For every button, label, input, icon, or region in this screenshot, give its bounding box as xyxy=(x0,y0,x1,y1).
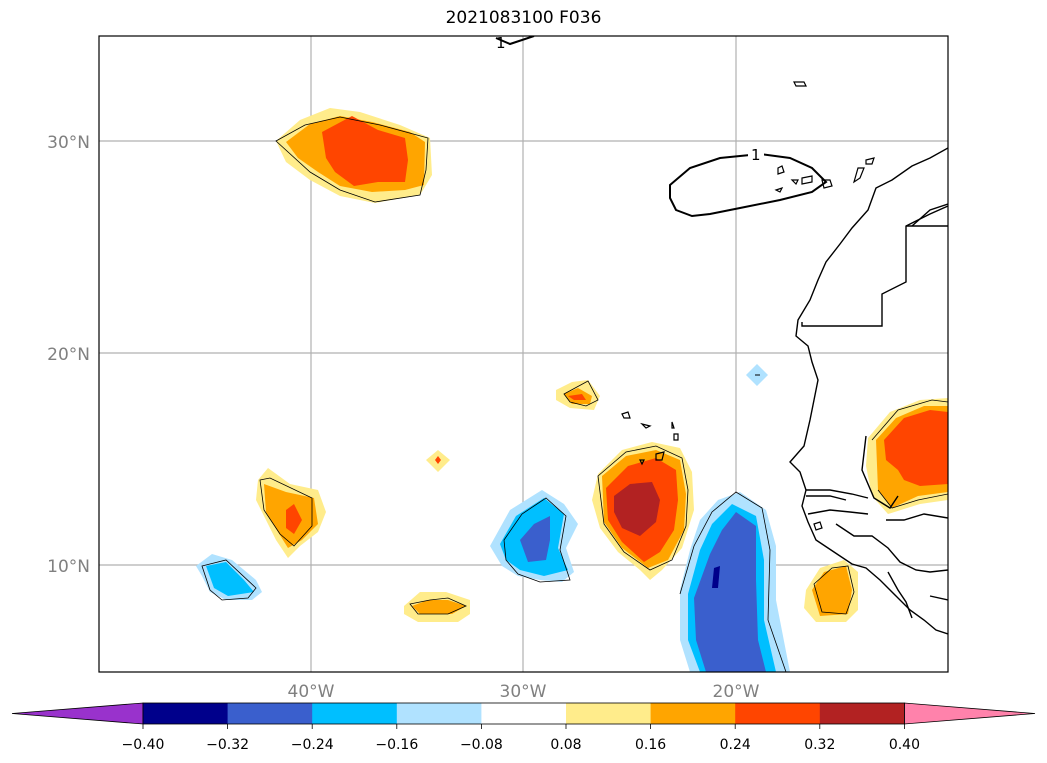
colorbar-tick-label: −0.16 xyxy=(375,737,418,753)
anomaly-blob-northwest xyxy=(275,108,432,203)
colorbar-tick-label: −0.24 xyxy=(291,737,334,753)
lon-label-30w: 30°W xyxy=(500,682,547,702)
colorbar-segment xyxy=(735,703,821,724)
colorbar-tick-label: −0.40 xyxy=(122,737,165,753)
anomaly-blob-blue-center xyxy=(490,490,578,583)
anomaly-blob-blue-southeast xyxy=(679,491,790,672)
latitude-labels: 30°N 20°N 10°N xyxy=(47,133,90,577)
border-guinea-bissau xyxy=(807,509,869,515)
colorbar-tick-label: −0.08 xyxy=(460,737,503,753)
colorbar-extend-low xyxy=(11,702,144,725)
colorbar-segment xyxy=(650,703,736,724)
map-content: 1 1 xyxy=(99,34,948,672)
island-canary-4 xyxy=(801,175,813,185)
island-capeverde-5 xyxy=(655,451,665,461)
anomaly-blob-blue-southwest xyxy=(196,554,262,601)
colorbar-tick-label: 0.16 xyxy=(635,737,666,753)
island-capeverde-1 xyxy=(621,411,631,419)
colorbar-frame xyxy=(142,702,905,725)
border-guinea xyxy=(835,523,948,573)
colorbar-segment xyxy=(143,703,229,724)
anomaly-diamond-small xyxy=(426,450,450,472)
lon-label-40w: 40°W xyxy=(288,682,335,702)
contour-line-top: 1 xyxy=(495,34,535,52)
colorbar-segment xyxy=(227,703,313,724)
island-canary-1 xyxy=(777,165,785,175)
colorbar-extend-high xyxy=(904,702,1036,725)
colorbar-tick-label: 0.08 xyxy=(550,737,581,753)
colorbar-segment xyxy=(566,703,652,724)
lat-label-10n: 10°N xyxy=(47,557,90,577)
colorbar-segment xyxy=(396,703,482,724)
longitude-labels: 40°W 30°W 20°W xyxy=(288,682,760,702)
island-capeverde-3 xyxy=(671,421,675,429)
island-canary-3 xyxy=(790,179,799,186)
island-canary-5 xyxy=(821,179,833,189)
border-sierra-leone xyxy=(887,571,913,619)
map-frame xyxy=(98,35,949,673)
island-canary-7 xyxy=(852,167,865,184)
border-mauritania xyxy=(861,435,899,509)
island-madeira xyxy=(793,81,807,87)
coastlines xyxy=(789,147,948,635)
island-capeverde-6 xyxy=(639,459,645,466)
islands xyxy=(621,81,875,531)
border-morocco xyxy=(911,203,948,227)
island-bijagos xyxy=(813,521,823,531)
lat-label-30n: 30°N xyxy=(47,133,90,153)
contour-label-canary: 1 xyxy=(751,146,761,164)
lat-label-20n: 20°N xyxy=(47,345,90,365)
anomaly-blob-guinea xyxy=(804,560,858,622)
contour-line-canary: 1 xyxy=(669,145,828,218)
anomaly-diamond-blue xyxy=(746,364,768,386)
border-western-sahara xyxy=(801,205,948,327)
anomaly-blob-east-edge xyxy=(866,398,948,514)
anomaly-blob-capeverde-north xyxy=(556,380,600,410)
gridlines xyxy=(99,36,948,672)
island-canary-2 xyxy=(774,186,784,193)
colorbar-tick-label: 0.40 xyxy=(889,737,920,753)
border-senegal xyxy=(806,489,869,499)
island-canary-6 xyxy=(865,157,875,165)
colorbar-tick-label: 0.24 xyxy=(720,737,751,753)
map-title: 2021083100 F036 xyxy=(445,8,602,28)
colorbar-segment xyxy=(819,703,905,724)
island-capeverde-2 xyxy=(640,422,652,429)
contour-label-top: 1 xyxy=(496,34,506,52)
colorbar-tick-label: −0.32 xyxy=(206,737,249,753)
anomaly-blob-west-center xyxy=(256,468,326,558)
colorbar-segment xyxy=(312,703,398,724)
island-capeverde-4 xyxy=(673,433,679,441)
border-gambia xyxy=(806,495,847,501)
colorbar: −0.40 −0.32 −0.24 −0.16 −0.08 0.08 0.16 0.24 0.3… xyxy=(11,702,1036,753)
border-liberia xyxy=(929,595,948,601)
colorbar-segment xyxy=(481,703,567,724)
colorbar-tick-label: 0.32 xyxy=(804,737,835,753)
coastline-africa xyxy=(789,147,948,635)
border-mali xyxy=(886,513,948,521)
lon-label-20w: 20°W xyxy=(713,682,760,702)
anomaly-blob-capeverde-south xyxy=(592,442,694,580)
anomaly-blob-south-center xyxy=(404,592,470,622)
